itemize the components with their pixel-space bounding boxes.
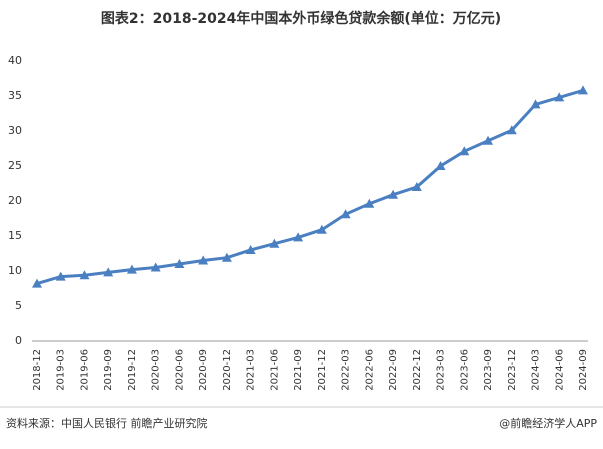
- line: [36, 88, 584, 286]
- marker: [245, 245, 256, 254]
- x-tick-label: 2019-03: [56, 349, 67, 391]
- marker: [150, 262, 161, 272]
- marker: [293, 232, 304, 242]
- marker: [554, 92, 565, 102]
- x-tick-label: 2022-06: [364, 349, 375, 391]
- marker: [530, 99, 541, 109]
- marker: [32, 278, 42, 288]
- x-tick-label: 2021-09: [293, 349, 304, 391]
- x-tick-label: 2020-03: [151, 349, 162, 391]
- x-tick-label: 2020-06: [174, 349, 185, 391]
- marker: [578, 85, 588, 95]
- y-tick-label: 35: [8, 89, 22, 102]
- x-tick-label: 2018-12: [32, 349, 43, 391]
- marker: [459, 146, 470, 156]
- y-tick-label: 20: [8, 194, 22, 207]
- marker: [103, 267, 114, 277]
- x-tick-label: 2019-12: [127, 349, 138, 391]
- x-tick-label: 2023-12: [507, 349, 518, 391]
- y-tick-label: 30: [8, 124, 22, 137]
- x-tick-label: 2021-06: [269, 349, 280, 391]
- marker: [364, 198, 375, 208]
- marker: [316, 224, 327, 234]
- x-tick-label: 2024-06: [554, 349, 565, 391]
- x-tick-label: 2022-09: [388, 349, 399, 391]
- y-tick-label: 0: [15, 334, 22, 347]
- x-tick-label: 2020-12: [222, 349, 233, 391]
- marker: [126, 264, 137, 274]
- x-tick-label: 2023-03: [436, 349, 447, 391]
- marker: [506, 125, 517, 135]
- marker: [388, 189, 399, 199]
- marker: [79, 270, 90, 280]
- y-tick-label: 5: [15, 299, 22, 312]
- marker: [269, 238, 280, 248]
- x-tick-label: 2024-09: [578, 349, 589, 391]
- x-tick-label: 2023-09: [483, 349, 494, 391]
- marker: [483, 135, 494, 145]
- marker: [411, 182, 422, 191]
- x-tick-label: 2021-12: [317, 349, 328, 391]
- y-tick-label: 25: [8, 159, 22, 172]
- credit: @前瞻经济学人APP: [499, 416, 597, 430]
- y-tick-label: 40: [8, 54, 22, 67]
- marker: [174, 259, 185, 268]
- marker: [435, 161, 446, 170]
- x-tick-label: 2021-03: [246, 349, 257, 391]
- x-tick-label: 2024-03: [531, 349, 542, 391]
- x-tick-label: 2020-09: [198, 349, 209, 391]
- marker: [55, 271, 66, 281]
- x-tick-label: 2022-03: [341, 349, 352, 391]
- y-tick-label: 15: [8, 229, 22, 242]
- y-tick-label: 10: [8, 264, 22, 277]
- x-tick-label: 2019-09: [103, 349, 114, 391]
- marker: [198, 255, 209, 265]
- marker: [221, 252, 232, 262]
- x-tick-label: 2022-12: [412, 349, 423, 391]
- marker: [340, 209, 351, 219]
- x-tick-label: 2023-06: [459, 349, 470, 391]
- x-tick-label: 2019-06: [79, 349, 90, 391]
- source: 资料来源：中国人民银行 前瞻产业研究院: [6, 416, 208, 430]
- chart-title: 图表2：2018-2024年中国本外币绿色贷款余额(单位：万亿元): [101, 10, 501, 27]
